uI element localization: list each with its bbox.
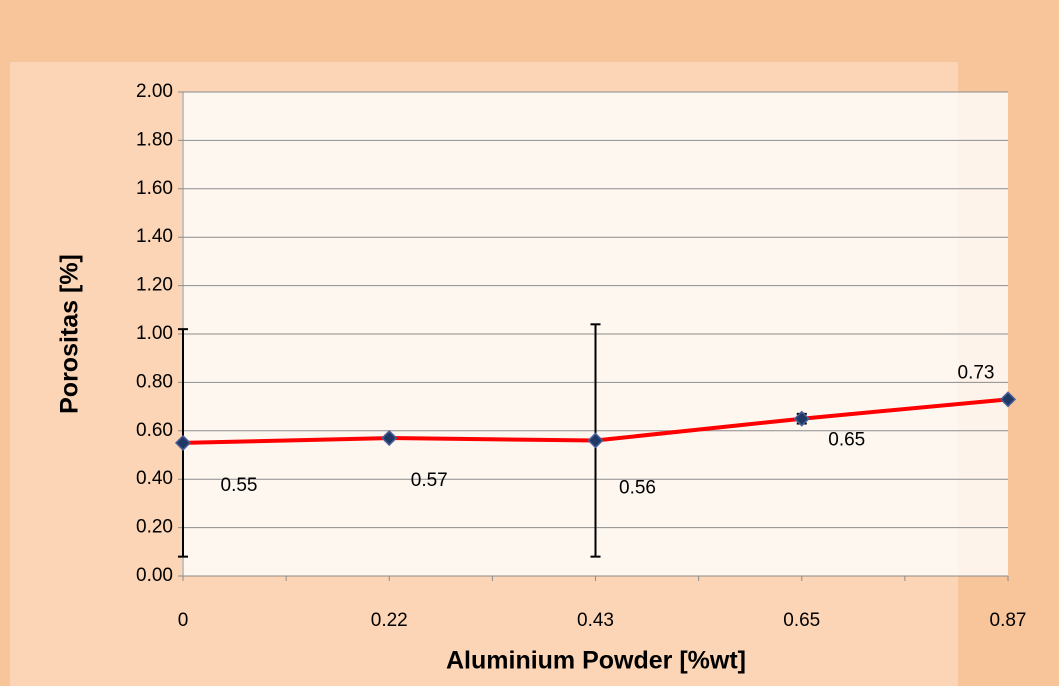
y-tick-label: 1.80: [136, 129, 173, 150]
x-tick-label: 0.22: [371, 610, 408, 631]
x-tick-label: 0.43: [577, 610, 614, 631]
data-label: 0.55: [221, 475, 258, 496]
y-tick-label: 1.20: [136, 275, 173, 296]
y-tick-label: 0.80: [136, 371, 173, 392]
y-tick-label: 1.60: [136, 178, 173, 199]
x-axis-title: Aluminium Powder [%wt]: [446, 647, 746, 675]
x-tick-label: 0.65: [783, 610, 820, 631]
data-label: 0.57: [411, 470, 448, 491]
y-tick-label: 1.00: [136, 323, 173, 344]
data-label: 0.65: [828, 430, 865, 451]
page: Porositas [%] Aluminium Powder [%wt] 0.0…: [0, 0, 1059, 686]
y-axis-title: Porositas [%]: [56, 254, 84, 414]
chart: Porositas [%] Aluminium Powder [%wt] 0.0…: [0, 0, 1059, 686]
x-tick-label: 0: [178, 610, 189, 631]
y-tick-label: 2.00: [136, 81, 173, 102]
data-label: 0.73: [958, 362, 995, 383]
x-tick-label: 0.87: [990, 610, 1027, 631]
y-tick-label: 0.60: [136, 420, 173, 441]
y-tick-label: 0.00: [136, 565, 173, 586]
y-tick-label: 0.40: [136, 468, 173, 489]
y-tick-label: 1.40: [136, 226, 173, 247]
data-label: 0.56: [619, 477, 656, 498]
y-tick-label: 0.20: [136, 517, 173, 538]
